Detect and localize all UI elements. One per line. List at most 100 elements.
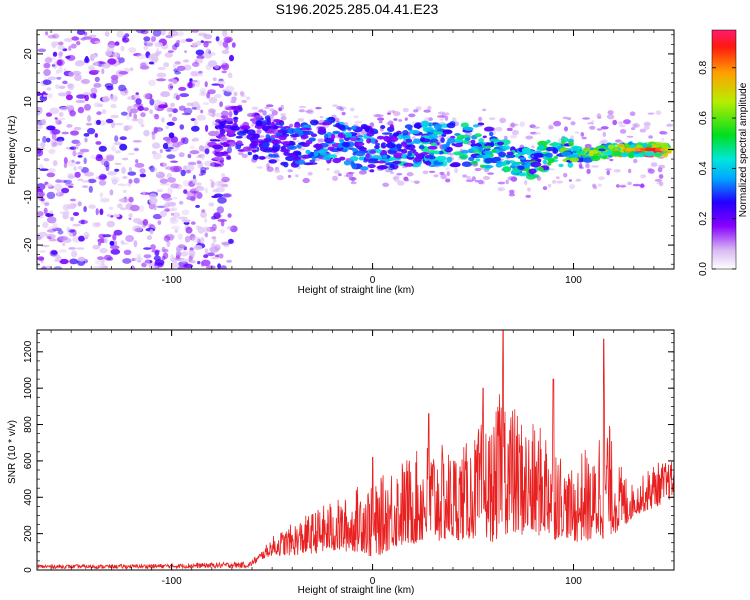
colorbar-tick-label: 0.6 — [698, 111, 709, 125]
spectrogram-noise-cell — [410, 180, 414, 183]
spectrogram-noise-cell — [70, 130, 79, 136]
spectrogram-noise-cell — [81, 180, 90, 183]
spectrogram-noise-cell — [94, 102, 101, 108]
spectrogram-noise-cell — [110, 103, 117, 109]
spectrogram-noise-cell — [208, 108, 216, 114]
spectrogram-noise-cell — [66, 226, 70, 232]
spectrogram-noise-cell — [428, 117, 433, 121]
spectrogram-ridge-cell — [268, 153, 274, 157]
spectrogram-noise-cell — [445, 178, 451, 183]
spectrogram-noise-cell — [495, 126, 503, 132]
spectrogram-noise-cell — [160, 162, 167, 168]
spectrogram-noise-cell — [105, 118, 114, 124]
spectrogram-ridge-cell — [210, 162, 215, 167]
spectrogram-noise-cell — [65, 90, 72, 95]
spectrogram-noise-cell — [58, 117, 66, 121]
spectrogram-noise-cell — [88, 66, 95, 71]
spectrogram-ridge-cell — [589, 147, 594, 151]
spectrogram-noise-cell — [83, 31, 88, 36]
spectrogram-noise-cell — [99, 263, 107, 269]
spectrogram-noise-cell — [354, 120, 363, 124]
spectrogram-noise-cell — [172, 108, 178, 114]
spectrogram-noise-cell — [185, 38, 193, 42]
spectrogram-noise-cell — [175, 94, 180, 101]
spectrogram-ridge-cell — [570, 145, 581, 152]
spectrogram-noise-cell — [59, 258, 69, 265]
spectrogram-noise-cell — [266, 166, 274, 172]
spectrogram-noise-cell — [413, 109, 418, 113]
spectrogram-noise-cell — [227, 213, 232, 218]
spectrogram-ridge-cell — [388, 156, 397, 161]
spectrogram-noise-cell — [58, 65, 63, 74]
spectrogram-noise-cell — [221, 173, 226, 178]
spectrogram-noise-cell — [184, 50, 188, 53]
spectrogram-noise-cell — [176, 40, 181, 44]
spectrogram-noise-cell — [37, 263, 41, 267]
spectrogram-ridge-cell — [428, 164, 437, 168]
spectrogram-noise-cell — [177, 244, 186, 249]
spectrogram-noise-cell — [623, 119, 631, 125]
spectrogram-noise-cell — [155, 172, 160, 176]
spectrogram-noise-cell — [547, 183, 552, 188]
spectrogram-noise-cell — [336, 105, 343, 110]
spectrogram-noise-cell — [138, 204, 145, 213]
spectrogram-noise-cell — [43, 69, 51, 76]
spectrogram-noise-cell — [77, 155, 83, 158]
spectrogram-noise-cell — [127, 171, 137, 176]
spectrogram-noise-cell — [104, 31, 110, 37]
spectrogram-noise-cell — [202, 226, 211, 233]
spectrogram-ridge-cell — [360, 124, 368, 129]
spectrogram-ridge-cell — [402, 130, 409, 136]
spectrogram-noise-cell — [49, 107, 60, 115]
spectrogram-ridge-cell — [259, 156, 266, 160]
spectrogram-noise-cell — [262, 110, 267, 116]
spectrogram-ridge-cell — [542, 159, 547, 165]
spectrogram-noise-cell — [95, 208, 99, 216]
spectrogram-ridge-cell — [465, 137, 471, 141]
spectrogram-noise-cell — [143, 254, 152, 259]
spectrogram-ridge-cell — [492, 157, 498, 163]
spectrogram-noise-cell — [46, 137, 51, 143]
spectrogram-noise-cell — [192, 137, 200, 142]
spectrogram-noise-cell — [587, 122, 594, 125]
spectrogram-noise-cell — [143, 247, 152, 250]
spectrogram-noise-cell — [58, 51, 63, 57]
spectrogram-noise-cell — [358, 170, 367, 175]
spectrogram-noise-cell — [170, 85, 173, 89]
spectrogram-noise-cell — [119, 136, 127, 141]
spectrogram-noise-cell — [640, 174, 647, 179]
spectrogram-noise-cell — [149, 98, 155, 106]
spectrogram-noise-cell — [582, 117, 591, 120]
spectrogram-noise-cell — [186, 81, 195, 89]
spectrogram-noise-cell — [107, 40, 116, 49]
spectrogram-noise-cell — [70, 216, 74, 222]
spectrogram-noise-cell — [178, 86, 187, 91]
snr-frame — [36, 329, 675, 571]
spectrogram-noise-cell — [187, 81, 193, 89]
spectrogram-noise-cell — [168, 132, 175, 139]
spectrogram-noise-cell — [41, 118, 47, 126]
spectrogram-ridge-cell — [451, 143, 456, 146]
spectrogram-noise-cell — [658, 174, 664, 179]
spectrogram-noise-cell — [124, 33, 130, 38]
spectrogram-noise-cell — [196, 191, 203, 200]
spectrogram-noise-cell — [106, 155, 115, 162]
spectrogram-noise-cell — [150, 244, 156, 250]
spectrogram-noise-cell — [196, 160, 202, 164]
spectrogram-noise-cell — [39, 191, 45, 197]
spectrogram-noise-cell — [152, 213, 162, 220]
spectrogram-ridge-cell — [410, 149, 417, 152]
spectrogram-noise-cell — [73, 203, 77, 207]
spectrogram-noise-cell — [512, 129, 519, 136]
spectrogram-ridge-cell — [405, 138, 413, 143]
spectrogram-ridge-cell — [463, 126, 474, 131]
spectrogram-noise-cell — [226, 259, 232, 263]
spectrogram-noise-cell — [586, 168, 591, 175]
spectrogram-noise-cell — [87, 178, 97, 184]
spectrogram-ridge-cell — [343, 160, 351, 166]
spectrogram-noise-cell — [133, 147, 139, 152]
spectrogram-noise-cell — [181, 219, 191, 223]
spectrogram-noise-cell — [350, 181, 357, 185]
spectrogram-ridge-cell — [489, 131, 494, 137]
